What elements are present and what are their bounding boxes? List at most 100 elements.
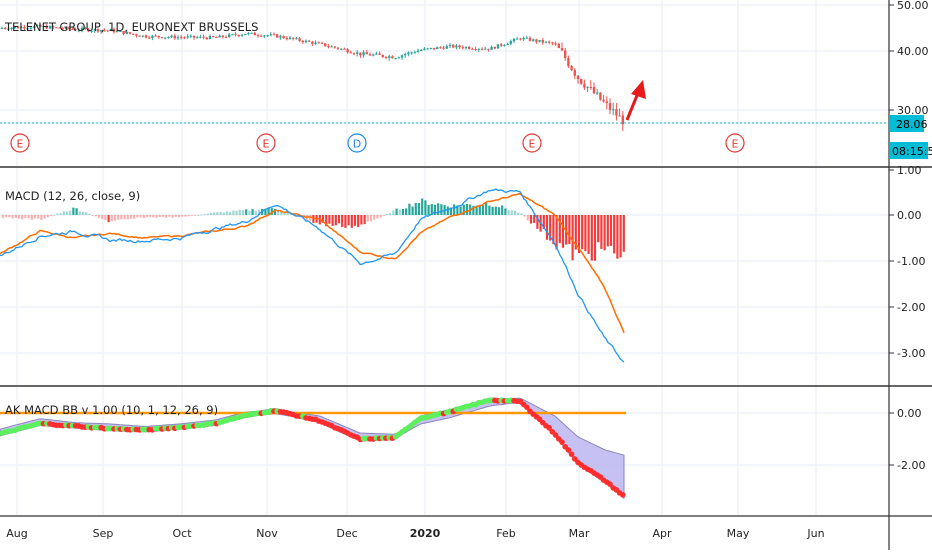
candle-body bbox=[263, 35, 266, 37]
candle-body bbox=[55, 27, 58, 29]
ak-tick-m2: -2.00 bbox=[897, 459, 925, 472]
candle-body bbox=[445, 46, 448, 49]
candle-body bbox=[484, 48, 487, 50]
event-marker-earnings[interactable]: E bbox=[256, 133, 276, 153]
candle-body bbox=[359, 52, 362, 56]
macd-histogram-bar bbox=[395, 208, 398, 215]
macd-histogram-bar bbox=[613, 215, 616, 254]
macd-title[interactable]: MACD (12, 26, close, 9) bbox=[5, 189, 140, 203]
candle-body bbox=[455, 45, 458, 48]
macd-histogram-bar bbox=[43, 215, 46, 219]
macd-histogram-bar bbox=[465, 203, 469, 215]
candle-body bbox=[301, 40, 304, 43]
macd-histogram-bar bbox=[513, 210, 517, 215]
macd-indicator[interactable] bbox=[0, 188, 625, 363]
macd-histogram-bar bbox=[421, 198, 424, 215]
macd-histogram-bar bbox=[357, 215, 360, 228]
candle-body bbox=[244, 34, 247, 36]
symbol-title[interactable]: TELENET GROUP, 1D, EURONEXT BRUSSELS bbox=[4, 20, 258, 34]
dividend-icon bbox=[347, 133, 367, 153]
candle-body bbox=[298, 38, 301, 41]
candle-body bbox=[164, 37, 167, 39]
macd-histogram-bar bbox=[133, 215, 136, 219]
macd-histogram-bar bbox=[558, 215, 561, 244]
candle-body bbox=[272, 34, 276, 36]
candle-body bbox=[247, 33, 250, 35]
macd-histogram-bar bbox=[59, 213, 62, 215]
macd-histogram-bar bbox=[273, 208, 277, 215]
macd-histogram-bar bbox=[171, 215, 174, 218]
candle-body bbox=[324, 43, 327, 47]
macd-histogram-bar bbox=[248, 210, 251, 215]
candle-body bbox=[308, 40, 311, 42]
ak-axis[interactable]: 0.00 -2.00 bbox=[889, 407, 925, 472]
candle-body bbox=[452, 44, 455, 48]
macd-histogram-bar bbox=[453, 204, 456, 215]
candle-body bbox=[343, 48, 346, 50]
trend-arrow[interactable] bbox=[625, 80, 646, 121]
macd-histogram-bar bbox=[206, 213, 209, 215]
candle-body bbox=[234, 34, 237, 36]
candle-body bbox=[429, 47, 432, 49]
x-label-apr: Apr bbox=[652, 527, 672, 540]
candle-body bbox=[320, 42, 324, 44]
candle-body bbox=[330, 46, 333, 48]
candle-body bbox=[84, 28, 87, 30]
event-marker-dividend[interactable]: D bbox=[347, 133, 367, 153]
candle-body bbox=[615, 109, 618, 116]
macd-histogram-bar bbox=[120, 215, 123, 220]
candle-body bbox=[80, 28, 84, 31]
event-marker-letter: E bbox=[529, 138, 536, 151]
macd-histogram-bar bbox=[117, 215, 120, 220]
candle-body bbox=[509, 41, 512, 44]
x-label-jun: Jun bbox=[806, 527, 824, 540]
macd-histogram-bar bbox=[549, 215, 552, 241]
macd-histogram-bar bbox=[449, 207, 453, 215]
candle-body bbox=[516, 38, 519, 40]
macd-histogram-bar bbox=[353, 215, 357, 226]
price-axis[interactable]: 50.00 40.00 30.00 28.06 08:15:54 bbox=[889, 0, 932, 159]
candle-body bbox=[394, 58, 397, 60]
macd-histogram-bar bbox=[21, 215, 24, 220]
ak-macd-bb-indicator[interactable] bbox=[0, 397, 626, 500]
candle-body bbox=[292, 37, 295, 39]
candle-body bbox=[36, 25, 39, 27]
candle-body bbox=[148, 37, 151, 39]
macd-histogram-bar bbox=[408, 203, 411, 215]
candle-body bbox=[410, 52, 413, 54]
x-label-oct: Oct bbox=[172, 527, 192, 540]
macd-histogram-bar bbox=[337, 215, 341, 224]
macd-histogram-bar bbox=[520, 213, 523, 215]
candle-body bbox=[151, 35, 154, 38]
macd-histogram-bar bbox=[523, 215, 526, 217]
macd-histogram-bar bbox=[459, 206, 462, 215]
time-axis[interactable]: Aug Sep Oct Nov Dec 2020 Feb Mar Apr May… bbox=[6, 527, 824, 540]
macd-histogram-bar bbox=[190, 215, 193, 216]
macd-histogram-bar bbox=[145, 215, 149, 218]
macd-signal-line[interactable] bbox=[0, 192, 625, 334]
event-marker-earnings[interactable]: E bbox=[725, 133, 745, 153]
candle-body bbox=[93, 29, 96, 31]
candle-body bbox=[503, 44, 506, 46]
x-label-aug: Aug bbox=[6, 527, 27, 540]
candle-body bbox=[349, 52, 352, 54]
macd-axis[interactable]: 1.00 0.00 -1.00 -2.00 -3.00 bbox=[889, 164, 925, 360]
price-candles[interactable] bbox=[0, 23, 624, 132]
macd-histogram-bar bbox=[536, 215, 539, 229]
ak-title[interactable]: AK MACD BB v 1.00 (10, 1, 12, 26, 9) bbox=[5, 403, 218, 417]
candle-body bbox=[119, 31, 122, 33]
candle-body bbox=[240, 34, 244, 36]
event-marker-earnings[interactable]: E bbox=[522, 133, 542, 153]
countdown-label-bg bbox=[890, 142, 928, 159]
macd-histogram-bar bbox=[238, 209, 241, 215]
earnings-icon bbox=[522, 133, 542, 153]
macd-histogram-bar bbox=[347, 215, 350, 226]
macd-line[interactable] bbox=[0, 188, 625, 363]
candle-body bbox=[125, 32, 128, 34]
event-marker-earnings[interactable]: E bbox=[10, 133, 30, 153]
macd-histogram-bar bbox=[437, 203, 440, 215]
macd-histogram-bar bbox=[510, 210, 513, 215]
candle-body bbox=[173, 35, 176, 39]
